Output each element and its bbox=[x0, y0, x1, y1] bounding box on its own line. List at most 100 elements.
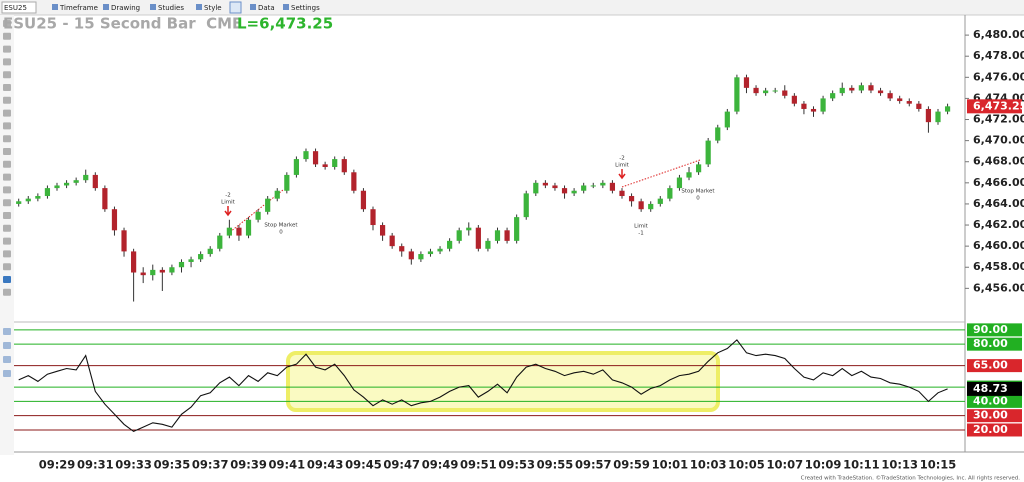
candle-body bbox=[581, 185, 587, 191]
candle-body bbox=[753, 87, 759, 94]
candle-body bbox=[322, 164, 328, 167]
candle-body bbox=[561, 188, 568, 194]
candle-body bbox=[25, 198, 31, 202]
symbol-box[interactable] bbox=[1, 1, 37, 14]
time-tick-label: 09:43 bbox=[307, 458, 344, 472]
candle-body bbox=[418, 254, 424, 260]
candle-body bbox=[887, 93, 893, 99]
tool-icon bbox=[3, 356, 11, 363]
highlight-box bbox=[286, 351, 720, 412]
tool-icon bbox=[3, 212, 11, 219]
candle-body bbox=[63, 182, 70, 186]
menu-item[interactable]: Timeframe bbox=[59, 4, 98, 12]
candle-body bbox=[772, 90, 778, 92]
candle-body bbox=[667, 188, 673, 199]
candle-body bbox=[782, 90, 788, 96]
candle-body bbox=[456, 230, 462, 241]
candle-body bbox=[159, 269, 165, 273]
candle-body bbox=[877, 90, 884, 94]
menu-item[interactable]: Drawing bbox=[111, 4, 140, 12]
candle-body bbox=[676, 177, 683, 189]
time-tick-label: 10:11 bbox=[843, 458, 880, 472]
candle-body bbox=[925, 108, 932, 123]
level-box bbox=[967, 359, 1022, 373]
price-tick-label: 6,476.00 bbox=[973, 70, 1024, 83]
candle-body bbox=[312, 151, 319, 165]
time-tick-label: 09:39 bbox=[230, 458, 267, 472]
indicator-tick-label: 30.00 bbox=[973, 409, 1008, 422]
tool-icon bbox=[3, 122, 11, 130]
price-tick-label: 6,460.00 bbox=[973, 239, 1024, 252]
menu-item[interactable]: Studies bbox=[158, 4, 184, 12]
candle-body bbox=[370, 209, 376, 226]
candle-body bbox=[657, 198, 663, 204]
tool-icon bbox=[3, 109, 11, 117]
candle-body bbox=[494, 230, 501, 241]
candle-body bbox=[763, 90, 769, 94]
candle-body bbox=[178, 261, 185, 268]
time-tick-label: 09:31 bbox=[77, 458, 114, 472]
candle-body bbox=[332, 159, 338, 167]
tool-icon bbox=[3, 96, 11, 104]
time-tick-label: 10:15 bbox=[920, 458, 957, 472]
candle-body bbox=[916, 103, 922, 109]
tool-icon bbox=[3, 20, 11, 27]
candle-body bbox=[303, 151, 309, 160]
candle-body bbox=[638, 201, 644, 210]
candle-body bbox=[389, 235, 395, 247]
candle-body bbox=[648, 203, 654, 210]
annotation: Stop Market bbox=[264, 223, 298, 229]
price-tick-label: 6,468.00 bbox=[973, 155, 1024, 168]
icon bbox=[103, 4, 109, 10]
candle-body bbox=[466, 227, 472, 231]
time-tick-label: 09:29 bbox=[39, 458, 76, 472]
candle-body bbox=[169, 267, 175, 273]
candle-body bbox=[801, 103, 807, 109]
tool-icon bbox=[3, 199, 11, 207]
candle-body bbox=[16, 201, 22, 204]
last-value-box bbox=[967, 381, 1022, 396]
order-arrow bbox=[618, 169, 626, 180]
candle-body bbox=[217, 235, 223, 249]
price-tick-label: 6,458.00 bbox=[973, 260, 1024, 273]
menu-item[interactable]: Style bbox=[204, 4, 222, 12]
chart-title: ESU25 - 15 Second Bar CME bbox=[3, 15, 242, 33]
candle-body bbox=[102, 188, 108, 210]
tool-icon bbox=[3, 370, 11, 377]
tool-icon bbox=[3, 263, 11, 271]
time-tick-label: 10:13 bbox=[881, 458, 918, 472]
level-box bbox=[967, 394, 1022, 408]
last-price-label: 6,473.25 bbox=[973, 99, 1024, 112]
annotation: 0 bbox=[696, 196, 700, 202]
symbol[interactable]: ESU25 bbox=[4, 4, 27, 12]
candle-body bbox=[485, 240, 491, 249]
candle-body bbox=[590, 185, 596, 187]
time-tick-label: 09:49 bbox=[422, 458, 459, 472]
candle-body bbox=[619, 190, 625, 197]
candle-body bbox=[935, 111, 941, 123]
candle-body bbox=[897, 98, 903, 102]
menu-item[interactable]: Data bbox=[258, 4, 275, 12]
price-tick-label: 6,456.00 bbox=[973, 281, 1024, 294]
candle-body bbox=[944, 106, 951, 112]
candle-body bbox=[140, 272, 146, 276]
icon-button[interactable] bbox=[229, 1, 242, 14]
indicator-tick-label: 20.00 bbox=[973, 423, 1008, 436]
menu-item[interactable]: Settings bbox=[291, 4, 320, 12]
candle-body bbox=[504, 230, 510, 241]
tool-icon bbox=[3, 173, 11, 181]
tool-icon bbox=[3, 186, 11, 194]
annotation: Limit bbox=[634, 224, 648, 230]
level-box bbox=[967, 423, 1022, 437]
price-tick-label: 6,480.00 bbox=[973, 28, 1024, 41]
annotation: -2 bbox=[619, 156, 624, 162]
time-tick-label: 09:41 bbox=[269, 458, 306, 472]
price-tick-label: 6,466.00 bbox=[973, 176, 1024, 189]
annotation: Stop Market bbox=[681, 189, 715, 195]
indicator-tick-label: 65.00 bbox=[973, 359, 1008, 372]
last-price-text: L=6,473.25 bbox=[237, 15, 333, 33]
time-tick-label: 09:37 bbox=[192, 458, 229, 472]
indicator-tick-label: 80.00 bbox=[973, 337, 1008, 350]
tool-icon bbox=[3, 71, 11, 79]
